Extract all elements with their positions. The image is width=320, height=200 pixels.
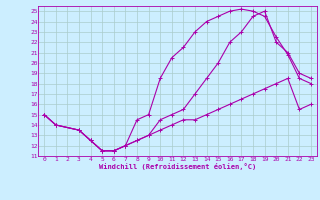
X-axis label: Windchill (Refroidissement éolien,°C): Windchill (Refroidissement éolien,°C) [99,163,256,170]
